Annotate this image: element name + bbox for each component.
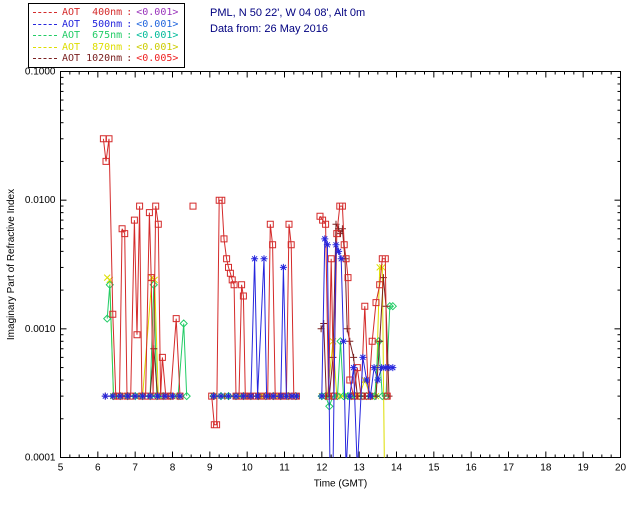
y-tick-label: 0.0001	[25, 453, 56, 464]
legend-value: <0.001>	[136, 18, 179, 30]
legend-separator: :	[126, 30, 133, 41]
x-tick-label: 19	[578, 463, 590, 474]
x-tick-label: 20	[615, 463, 627, 474]
legend-label: AOT 675nm	[62, 30, 123, 41]
legend-line-sample	[33, 35, 57, 37]
series-aot-500nm	[101, 235, 397, 458]
legend-separator: :	[126, 41, 133, 53]
x-tick-label: 14	[391, 463, 403, 474]
legend-label: AOT 500nm	[62, 18, 123, 30]
y-tick-label: 0.1000	[25, 67, 56, 78]
site-location-text: PML, N 50 22', W 04 08', Alt 0m	[210, 7, 366, 19]
x-tick-label: 17	[503, 463, 515, 474]
legend-separator: :	[126, 53, 133, 64]
legend-value: <0.001>	[136, 30, 179, 41]
y-tick-label: 0.0010	[25, 324, 56, 335]
legend-separator: :	[126, 7, 133, 18]
legend-line-sample	[33, 23, 57, 25]
legend-label: AOT 400nm	[62, 7, 123, 18]
legend-line-sample	[33, 58, 57, 60]
series-markers	[101, 235, 397, 400]
x-tick-label: 6	[95, 463, 101, 474]
x-tick-label: 16	[466, 463, 478, 474]
legend-label: AOT 870nm	[62, 41, 123, 53]
x-tick-label: 10	[242, 463, 254, 474]
legend-separator: :	[126, 18, 133, 30]
y-axis-label: Imaginary Part of Refractive Index	[6, 189, 17, 340]
legend-line-sample	[33, 46, 57, 48]
x-tick-label: 18	[540, 463, 552, 474]
x-tick-label: 9	[207, 463, 213, 474]
legend-row-1020nm: AOT 1020nm : <0.005>	[33, 53, 178, 65]
legend-label: AOT 1020nm	[62, 53, 123, 64]
x-tick-label: 11	[279, 463, 290, 474]
x-tick-label: 7	[132, 463, 138, 474]
series-markers	[99, 135, 391, 429]
legend-value: <0.001>	[136, 41, 179, 53]
plot-header: PML, N 50 22', W 04 08', Alt 0m Data fro…	[210, 5, 365, 37]
legend-value: <0.001>	[136, 7, 179, 18]
legend-value: <0.005>	[136, 53, 179, 64]
series-line	[106, 266, 385, 458]
data-date-text: Data from: 26 May 2016	[210, 23, 329, 35]
legend-row-675nm: AOT 675nm : <0.001>	[33, 30, 178, 42]
legend-line-sample	[33, 12, 57, 14]
legend-row-870nm: AOT 870nm : <0.001>	[33, 42, 178, 54]
x-tick-label: 8	[170, 463, 176, 474]
x-tick-label: 5	[58, 463, 64, 474]
legend-row-400nm: AOT 400nm : <0.001>	[33, 7, 178, 19]
x-tick-label: 15	[428, 463, 440, 474]
y-tick-label: 0.0100	[25, 195, 56, 206]
legend-row-500nm: AOT 500nm : <0.001>	[33, 19, 178, 31]
x-axis-label: Time (GMT)	[314, 479, 368, 490]
x-tick-label: 12	[316, 463, 328, 474]
x-tick-label: 13	[354, 463, 366, 474]
legend-box: AOT 400nm : <0.001> AOT 500nm : <0.001> …	[28, 3, 186, 68]
